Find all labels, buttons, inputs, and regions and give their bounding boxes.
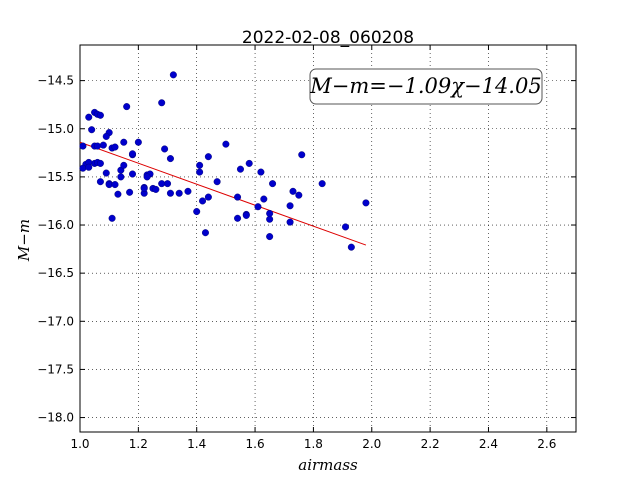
data-point <box>94 142 102 150</box>
fit-equation-frame <box>309 68 543 105</box>
grid-lines <box>79 45 576 432</box>
data-point <box>99 141 107 149</box>
y-tick-label: −16.5 <box>37 266 74 280</box>
data-point <box>79 142 87 150</box>
data-point <box>342 223 350 231</box>
x-tick-label: 2.4 <box>479 437 498 451</box>
data-point <box>134 138 142 146</box>
fit-line-group <box>79 141 367 246</box>
x-tick-label: 1.8 <box>304 437 323 451</box>
plot-area <box>79 44 577 433</box>
data-point <box>88 126 96 134</box>
x-tick-label: 1.0 <box>70 437 89 451</box>
data-point <box>140 184 148 192</box>
x-tick-label: 1.4 <box>187 437 206 451</box>
data-point <box>222 140 230 148</box>
data-point <box>266 209 274 217</box>
data-point <box>96 111 104 119</box>
data-point <box>257 168 265 176</box>
data-point <box>120 138 128 146</box>
y-axis-label: M−m <box>15 219 33 262</box>
data-point <box>213 178 221 186</box>
data-point <box>298 151 306 159</box>
data-point <box>85 163 93 171</box>
x-tick-label: 1.2 <box>129 437 148 451</box>
data-point <box>161 145 169 153</box>
data-point <box>193 208 201 216</box>
data-point <box>129 150 137 158</box>
data-point <box>158 99 166 107</box>
data-point <box>199 197 207 205</box>
x-axis-label: airmass <box>298 456 358 474</box>
data-point <box>129 170 137 178</box>
data-point <box>164 180 172 188</box>
x-tick-label: 1.6 <box>246 437 265 451</box>
data-point <box>152 185 160 193</box>
data-point <box>166 155 174 163</box>
data-point <box>234 193 242 201</box>
x-tick-label: 2.2 <box>421 437 440 451</box>
data-point <box>289 187 297 195</box>
y-tick-label: −14.5 <box>37 74 74 88</box>
data-point <box>286 218 294 226</box>
axis-ticks: 1.0 1.2 1.4 1.6 1.8 2.0 2.2 2.4 2.6 −14.5 −15.0 −15… <box>37 45 576 451</box>
y-tick-label: −16.0 <box>37 218 74 232</box>
data-point <box>111 143 119 151</box>
data-point <box>260 195 268 203</box>
data-point <box>236 165 244 173</box>
data-point <box>111 181 119 189</box>
data-point <box>108 214 116 222</box>
data-point <box>85 113 93 121</box>
data-point <box>318 180 326 188</box>
data-point <box>295 191 303 199</box>
data-point <box>166 189 174 197</box>
data-point <box>126 188 134 196</box>
data-point <box>242 211 250 219</box>
y-tick-label: −15.5 <box>37 170 74 184</box>
data-point <box>204 193 212 201</box>
data-point <box>79 164 87 172</box>
data-point <box>286 202 294 210</box>
data-point <box>102 169 110 177</box>
data-point <box>204 153 212 161</box>
data-point <box>143 173 151 181</box>
fit-equation-box: M−m=−1.09χ−14.05 <box>309 68 543 105</box>
data-point <box>196 168 204 176</box>
fit-line <box>79 141 367 246</box>
data-point <box>102 132 110 140</box>
data-point <box>184 187 192 195</box>
data-point <box>175 189 183 197</box>
y-tick-label: −15.0 <box>37 122 74 136</box>
data-point <box>201 229 209 237</box>
data-point <box>234 214 242 222</box>
data-point <box>196 161 204 169</box>
data-point <box>254 203 262 211</box>
data-point <box>123 103 131 111</box>
y-tick-label: −17.0 <box>37 314 74 328</box>
data-point <box>169 71 177 79</box>
y-tick-label: −18.0 <box>37 411 74 425</box>
data-point <box>347 243 355 251</box>
data-points <box>79 71 370 251</box>
data-point <box>158 180 166 188</box>
data-point <box>362 199 370 207</box>
data-point <box>266 233 274 241</box>
chart-title: 2022-02-08_060208 <box>242 28 414 48</box>
x-tick-label: 2.0 <box>362 437 381 451</box>
fit-equation-label: M−m=−1.09χ−14.05 <box>309 74 541 98</box>
data-point <box>269 180 277 188</box>
data-point <box>105 181 113 189</box>
data-point <box>245 159 253 167</box>
x-tick-label: 2.6 <box>537 437 556 451</box>
data-point <box>120 161 128 169</box>
data-point <box>114 190 122 198</box>
data-point <box>117 173 125 181</box>
data-point <box>96 159 104 167</box>
y-tick-label: −17.5 <box>37 362 74 376</box>
data-point <box>96 178 104 186</box>
